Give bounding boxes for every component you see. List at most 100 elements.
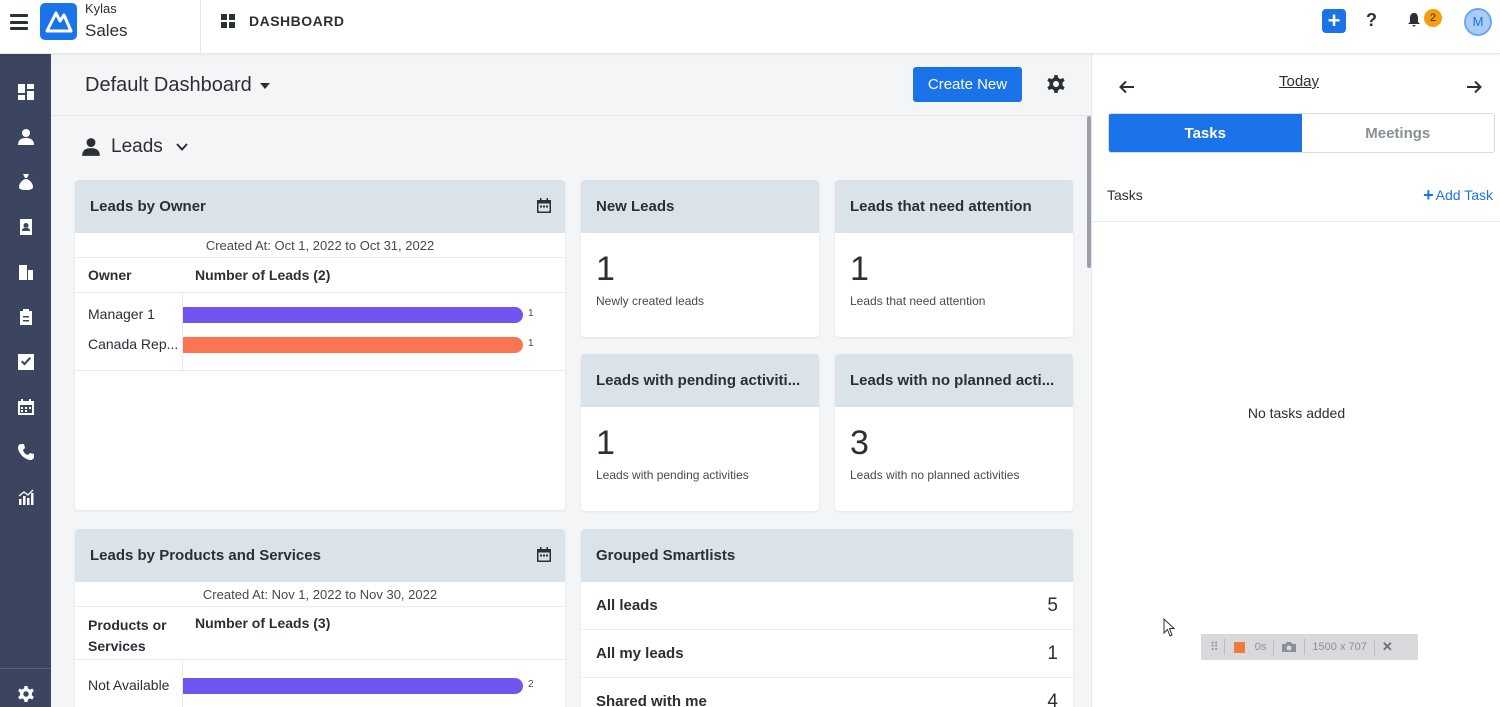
- settings-icon: [17, 686, 34, 702]
- date-range-label: Created At: Oct 1, 2022 to Oct 31, 2022: [205, 238, 435, 253]
- help-button[interactable]: ?: [1366, 10, 1377, 30]
- sidebar-item-calls[interactable]: [0, 434, 51, 470]
- sidebar-item-tasks[interactable]: [0, 344, 51, 380]
- drag-handle-icon[interactable]: ⠿: [1210, 640, 1219, 654]
- metric-value: 1: [596, 250, 615, 288]
- sidebar-item-leads[interactable]: [0, 119, 51, 155]
- toolbar-divider: [1223, 639, 1225, 655]
- leads-by-products-card: Leads by Products and Services Created A…: [75, 529, 565, 707]
- metric-caption: Leads that need attention: [850, 294, 986, 308]
- calendar-icon[interactable]: [537, 547, 551, 562]
- sidebar-item-contacts[interactable]: [0, 209, 51, 245]
- money-bag-icon: [18, 174, 33, 190]
- panel-tabs: Tasks Meetings: [1108, 113, 1495, 153]
- metric-card-need-attention[interactable]: Leads that need attention 1 Leads that n…: [835, 180, 1073, 337]
- grouped-smartlists-card: Grouped Smartlists All leads 5 All my le…: [581, 529, 1073, 707]
- bar[interactable]: [183, 337, 523, 353]
- user-icon: [17, 129, 34, 145]
- smartlist-count: 5: [1047, 594, 1058, 616]
- smartlist-row[interactable]: Shared with me 4: [581, 678, 1073, 707]
- card-header: Leads with no planned acti...: [835, 354, 1073, 407]
- section-selector[interactable]: Leads: [81, 134, 189, 160]
- bar-label: Not Available: [88, 677, 170, 693]
- dashboard-name: Default Dashboard: [85, 74, 252, 96]
- notification-badge: 2: [1424, 9, 1442, 27]
- metric-card-new-leads[interactable]: New Leads 1 Newly created leads: [581, 180, 819, 337]
- dashboard-grid-icon: [221, 14, 235, 28]
- section-label: Leads: [111, 136, 163, 157]
- tasks-header: Tasks + Add Task: [1092, 172, 1500, 222]
- card-header: Leads with pending activiti...: [581, 354, 819, 407]
- metric-caption: Newly created leads: [596, 294, 705, 308]
- bar-label: Manager 1: [88, 306, 155, 322]
- caret-down-icon: [259, 82, 270, 89]
- metric-card-no-planned-activities[interactable]: Leads with no planned acti... 3 Leads wi…: [835, 354, 1073, 511]
- smartlist-row[interactable]: All my leads 1: [581, 630, 1073, 678]
- bell-icon[interactable]: [1406, 12, 1422, 28]
- toolbar-divider: [1273, 639, 1275, 655]
- dashboard-header: Default Dashboard Create New: [51, 54, 1091, 116]
- metric-value: 1: [596, 424, 615, 462]
- stop-record-icon[interactable]: [1233, 641, 1245, 653]
- smartlist-name: All my leads: [596, 645, 684, 662]
- contact-card-icon: [19, 219, 32, 235]
- sidebar-item-deals[interactable]: [0, 164, 51, 200]
- calendar-icon[interactable]: [537, 198, 551, 213]
- sidebar-item-settings[interactable]: [0, 676, 51, 707]
- sidebar-item-dashboard[interactable]: [0, 74, 51, 110]
- column-divider: [182, 293, 183, 371]
- sidebar-item-quotes[interactable]: [0, 299, 51, 335]
- create-new-button[interactable]: Create New: [913, 67, 1022, 102]
- tab-meetings[interactable]: Meetings: [1301, 114, 1494, 152]
- main-scrollbar[interactable]: [1087, 116, 1091, 268]
- metric-value: 3: [850, 424, 869, 462]
- date-selector[interactable]: Today: [1279, 73, 1320, 90]
- bar[interactable]: [183, 307, 523, 323]
- metric-card-pending-activities[interactable]: Leads with pending activiti... 1 Leads w…: [581, 354, 819, 511]
- sidebar-item-reports[interactable]: [0, 479, 51, 515]
- column-lead-count: Number of Leads (2): [195, 267, 331, 283]
- checkbox-icon: [17, 354, 34, 370]
- bar[interactable]: [183, 678, 523, 694]
- column-lead-count: Number of Leads (3): [195, 615, 331, 631]
- smartlist-count: 4: [1047, 690, 1058, 707]
- hamburger-menu-icon[interactable]: [10, 13, 28, 31]
- dashboard-selector[interactable]: Default Dashboard: [85, 74, 270, 97]
- gear-icon[interactable]: [1046, 74, 1066, 94]
- empty-state-message: No tasks added: [1247, 405, 1346, 421]
- card-header: Leads by Owner: [75, 180, 565, 233]
- quick-add-button[interactable]: +: [1322, 9, 1346, 33]
- sidebar-item-companies[interactable]: [0, 254, 51, 290]
- arrow-right-icon[interactable]: [1465, 78, 1483, 96]
- add-task-button[interactable]: + Add Task: [1423, 185, 1493, 206]
- bar-value-label: 2: [528, 679, 534, 690]
- smartlist-row[interactable]: All leads 5: [581, 582, 1073, 630]
- page-title: DASHBOARD: [249, 13, 345, 29]
- close-icon[interactable]: ✕: [1381, 639, 1393, 654]
- dashboard-main: Default Dashboard Create New Leads Leads…: [51, 54, 1091, 707]
- phone-icon: [17, 444, 34, 460]
- clipboard-icon: [19, 309, 32, 325]
- column-product: Products or Services: [88, 617, 167, 654]
- sidebar-item-calendar[interactable]: [0, 389, 51, 425]
- tab-tasks[interactable]: Tasks: [1109, 114, 1302, 152]
- product-bar-chart: Not Available 2: [75, 660, 565, 707]
- toolbar-divider: [1373, 639, 1375, 655]
- smartlist-name: Shared with me: [596, 693, 707, 707]
- date-range-label: Created At: Nov 1, 2022 to Nov 30, 2022: [202, 587, 438, 602]
- bar-label: Canada Rep...: [88, 336, 179, 352]
- plus-icon: +: [1423, 185, 1434, 205]
- kylas-logo-icon[interactable]: [40, 3, 77, 40]
- card-header: Leads that need attention: [835, 180, 1073, 233]
- add-task-label: Add Task: [1435, 187, 1493, 203]
- user-avatar[interactable]: M: [1464, 8, 1492, 36]
- column-owner: Owner: [88, 267, 132, 283]
- table-header: Owner Number of Leads (2): [75, 257, 565, 293]
- building-icon: [18, 265, 33, 280]
- product-name: Sales: [85, 21, 128, 40]
- metric-value: 1: [850, 250, 869, 288]
- camera-icon[interactable]: [1281, 641, 1297, 653]
- bar-value-label: 1: [528, 308, 534, 319]
- arrow-left-icon[interactable]: [1118, 78, 1136, 96]
- left-sidebar: [0, 54, 51, 707]
